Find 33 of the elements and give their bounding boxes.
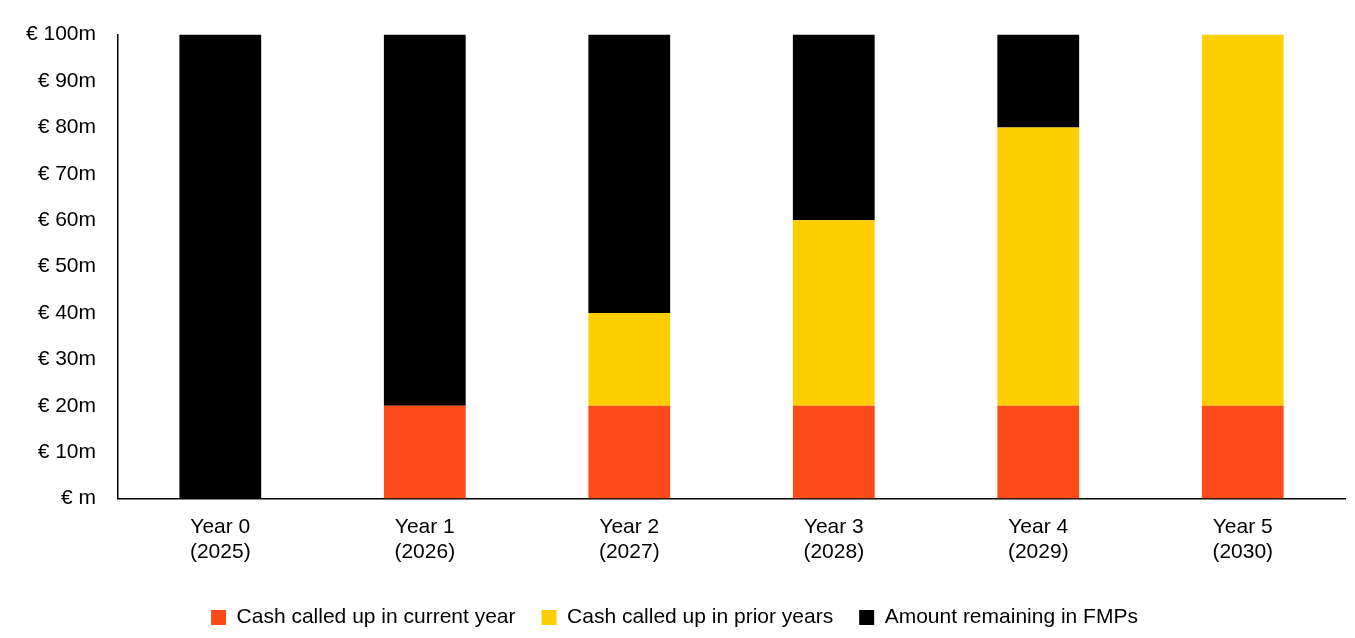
x-tick-label: Year 0 (2025) xyxy=(189,514,251,563)
bar xyxy=(792,34,875,221)
y-tick-label: € 100m xyxy=(26,21,97,45)
y-tick-label: € 70m xyxy=(37,160,97,184)
y-tick-label: € 30m xyxy=(37,346,97,370)
x-tick-label: Year 1 (2026) xyxy=(394,514,456,563)
bar xyxy=(1201,34,1284,406)
bar xyxy=(588,405,671,499)
bar xyxy=(383,405,466,499)
bar xyxy=(792,220,875,406)
y-tick-label: € m xyxy=(61,485,97,509)
y-tick-label: € 60m xyxy=(37,207,97,230)
y-tick-label: € 80m xyxy=(37,114,97,138)
bar xyxy=(1201,405,1284,499)
bar xyxy=(383,34,466,406)
y-tick-label: € 10m xyxy=(37,439,97,462)
legend-label: Amount remaining in FMPs xyxy=(884,604,1138,628)
y-tick-label: € 90m xyxy=(37,67,97,91)
x-tick-label: Year 5 (2030) xyxy=(1212,514,1274,563)
y-tick-label: € 20m xyxy=(37,392,97,416)
bar xyxy=(792,405,875,499)
x-tick-label: Year 2 (2027) xyxy=(598,514,660,563)
bar xyxy=(997,34,1080,128)
y-tick-label: € 50m xyxy=(37,253,97,277)
legend-label: Cash called up in prior years xyxy=(567,604,834,628)
y-tick-label: € 40m xyxy=(37,299,97,323)
bar xyxy=(588,313,671,406)
x-tick-label: Year 3 (2028) xyxy=(803,514,865,563)
bar xyxy=(997,405,1080,499)
legend-label: Cash called up in current year xyxy=(236,604,516,628)
x-tick-label: Year 4 (2029) xyxy=(1007,514,1069,563)
bar xyxy=(997,127,1080,406)
bar xyxy=(588,34,671,313)
